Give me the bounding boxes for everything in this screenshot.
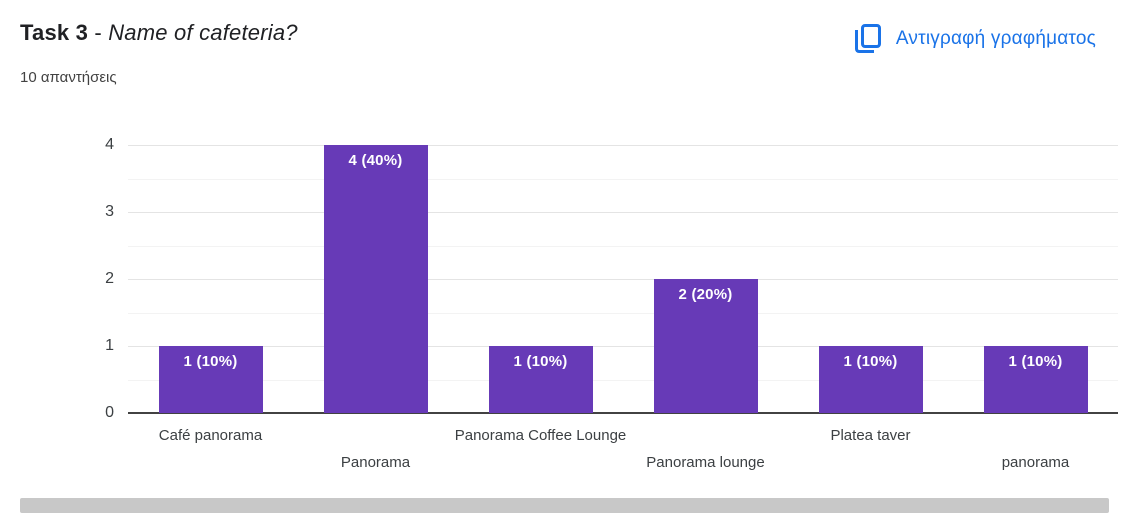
bar[interactable]: 1 (10%) (983, 346, 1088, 413)
bar-value-label: 1 (10%) (843, 353, 898, 370)
x-axis-category-label: Platea taver (830, 427, 911, 444)
question-text: Name of cafeteria? (108, 20, 298, 45)
x-axis-category-label: Panorama Coffee Lounge (454, 427, 627, 444)
y-axis-tick-label: 2 (105, 270, 114, 287)
bar-value-label: 1 (10%) (513, 353, 568, 370)
gridline (128, 178, 1118, 180)
bar-value-label: 4 (40%) (348, 152, 403, 169)
y-axis-tick-label: 4 (105, 136, 114, 153)
bar-value-label: 1 (10%) (1008, 353, 1063, 370)
gridline (128, 346, 1118, 347)
gridline (128, 279, 1118, 280)
bar-value-label: 2 (20%) (678, 286, 733, 303)
bar[interactable]: 2 (20%) (653, 279, 758, 413)
responses-count: 10 απαντήσεις (20, 69, 117, 86)
x-axis-category-label: panorama (1001, 454, 1070, 471)
x-axis-category-label: Panorama (340, 454, 411, 471)
horizontal-scrollbar[interactable] (20, 498, 1109, 513)
y-axis-tick-label: 0 (105, 404, 114, 421)
question-task-label: Task 3 (20, 20, 89, 45)
gridline (128, 212, 1118, 213)
x-axis-baseline (128, 412, 1118, 414)
gridline (128, 145, 1118, 146)
title-separator: - (88, 20, 109, 45)
bar[interactable]: 1 (10%) (818, 346, 923, 413)
copy-icon-back-sheet (854, 30, 874, 53)
bar[interactable]: 1 (10%) (158, 346, 263, 413)
gridline (128, 312, 1118, 314)
copy-chart-button[interactable]: Αντιγραφή γραφήματος (850, 22, 1100, 55)
page-title: Task 3 - Name of cafeteria? (20, 20, 298, 46)
gridline (128, 245, 1118, 247)
copy-chart-label: Αντιγραφή γραφήματος (895, 27, 1096, 49)
gridline (128, 379, 1118, 381)
copy-icon-front-sheet (860, 24, 881, 48)
bar-value-label: 1 (10%) (183, 353, 238, 370)
bar[interactable]: 4 (40%) (323, 145, 428, 413)
y-axis-tick-label: 1 (105, 337, 114, 354)
bar[interactable]: 1 (10%) (488, 346, 593, 413)
x-axis-category-label: Café panorama (158, 427, 263, 444)
copy-icon (854, 24, 881, 53)
x-axis-category-label: Panorama lounge (646, 454, 765, 471)
y-axis-tick-label: 3 (105, 203, 114, 220)
